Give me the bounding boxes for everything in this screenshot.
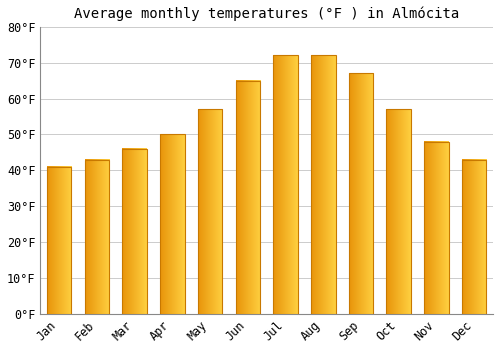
- Bar: [122, 149, 147, 314]
- Bar: [274, 56, 298, 314]
- Bar: [198, 109, 222, 314]
- Bar: [348, 74, 374, 314]
- Bar: [160, 134, 184, 314]
- Bar: [311, 56, 336, 314]
- Bar: [424, 142, 448, 314]
- Bar: [236, 80, 260, 314]
- Bar: [462, 160, 486, 314]
- Bar: [47, 167, 72, 314]
- Bar: [386, 109, 411, 314]
- Title: Average monthly temperatures (°F ) in Almócita: Average monthly temperatures (°F ) in Al…: [74, 7, 460, 21]
- Bar: [84, 160, 109, 314]
